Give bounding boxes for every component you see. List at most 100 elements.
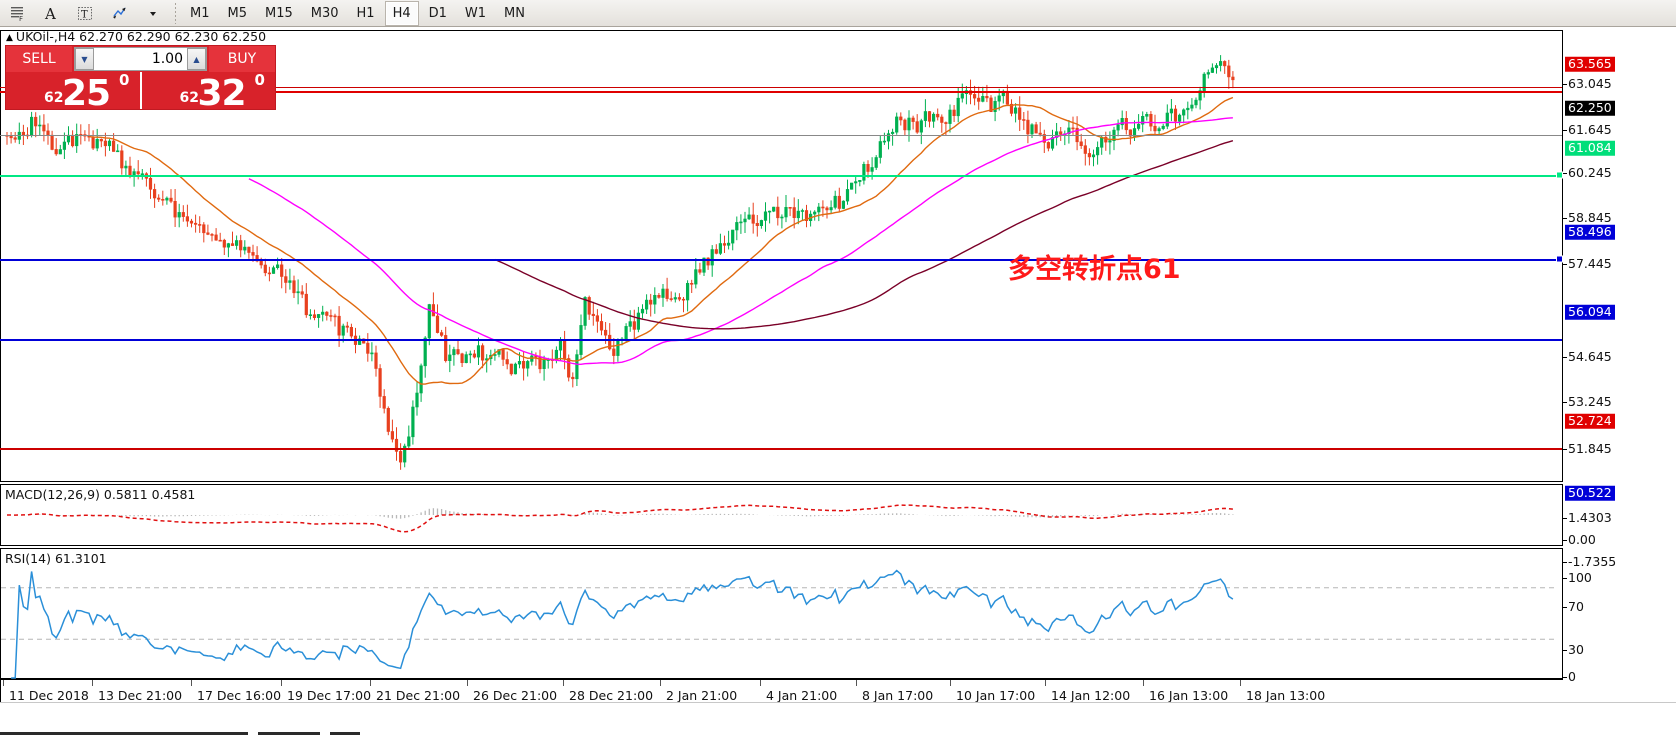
time-axis-label: 19 Dec 17:00 [287, 688, 372, 703]
sell-button[interactable]: SELL [6, 46, 72, 72]
time-axis-tick [660, 680, 661, 686]
price-level-line[interactable] [0, 448, 1562, 450]
axis-tick [1563, 357, 1567, 358]
text-label-icon[interactable]: A [34, 1, 68, 26]
sell-price-big-figure: 62 [44, 90, 64, 106]
price-axis-label[interactable]: 61.084 [1565, 140, 1615, 156]
timeframe-d1[interactable]: D1 [428, 5, 447, 21]
text-object-icon[interactable]: T [68, 1, 102, 26]
time-axis-tick [370, 680, 371, 686]
buy-price-pips: 32 [197, 73, 247, 109]
price-level-line[interactable] [0, 91, 1562, 93]
price-level-handle[interactable] [1556, 255, 1563, 263]
svg-text:T: T [81, 9, 88, 20]
timeframe-m15[interactable]: M15 [265, 5, 293, 21]
price-axis-label[interactable]: 56.094 [1565, 304, 1615, 320]
indicators-icon[interactable]: F [0, 1, 34, 26]
dropdown-arrow-icon[interactable] [136, 1, 170, 26]
price-level-handle[interactable] [1556, 171, 1563, 179]
price-pane[interactable] [0, 30, 1563, 482]
time-axis-tick [1045, 680, 1046, 686]
macd-pane[interactable] [0, 484, 1563, 546]
price-axis-label[interactable]: 57.445 [1568, 255, 1612, 271]
price-axis-label[interactable]: 62.250 [1565, 100, 1615, 116]
timeframe-mn[interactable]: MN [504, 5, 525, 21]
statusbar-segment-3 [330, 732, 360, 735]
time-axis-label: 28 Dec 21:00 [569, 688, 654, 703]
symbol-header: ▲ UKOil-,H4 62.270 62.290 62.230 62.250 [6, 29, 266, 44]
price-level-line[interactable] [0, 259, 1562, 261]
buy-price-cell[interactable]: 62 32 0 [139, 72, 276, 109]
axis-tick [1563, 264, 1567, 265]
price-level-line[interactable] [0, 175, 1562, 177]
rsi-axis-label: 100 [1568, 569, 1592, 585]
statusbar-segment-2 [258, 732, 320, 735]
rsi-pane[interactable] [0, 548, 1563, 679]
one-click-trading-panel[interactable]: SELL ▼ 1.00 ▲ BUY 62 25 0 62 32 0 [5, 45, 276, 110]
buy-price-big-figure: 62 [179, 90, 199, 106]
time-axis-label: 2 Jan 21:00 [666, 688, 738, 703]
axis-tick [1563, 578, 1567, 579]
axis-tick [1563, 173, 1567, 174]
time-axis-tick [281, 680, 282, 686]
time-axis-tick [92, 680, 93, 686]
price-axis-label[interactable]: 52.724 [1565, 413, 1615, 429]
volume-input[interactable]: 1.00 [151, 51, 183, 67]
price-axis-label[interactable]: 50.522 [1565, 485, 1615, 501]
time-axis-tick [856, 680, 857, 686]
price-axis-label[interactable]: 60.245 [1568, 164, 1612, 180]
deal-panel-top-row: SELL ▼ 1.00 ▲ BUY [6, 46, 275, 72]
axis-tick [1563, 607, 1567, 608]
time-axis-tick [1143, 680, 1144, 686]
collapse-arrow-icon[interactable]: ▲ [6, 33, 13, 43]
rsi-header: RSI(14) 61.3101 [5, 551, 107, 566]
timeframe-h4[interactable]: H4 [384, 0, 419, 26]
time-axis-label: 16 Jan 13:00 [1149, 688, 1229, 703]
timeframe-m1[interactable]: M1 [190, 5, 210, 21]
price-axis-label[interactable]: 61.645 [1568, 121, 1612, 137]
price-level-line[interactable] [0, 339, 1562, 341]
time-axis-label: 10 Jan 17:00 [956, 688, 1036, 703]
volume-stepper[interactable]: ▼ 1.00 ▲ [74, 47, 207, 71]
objects-icon[interactable] [102, 1, 136, 26]
main-toolbar: F A T M1 M5 M15 M30 H1 H4 D1 W1 MN [0, 0, 1676, 27]
time-axis[interactable]: 11 Dec 2018 13 Dec 21:00 17 Dec 16:00 19 De… [0, 679, 1563, 709]
axis-tick [1563, 677, 1567, 678]
buy-price-fraction: 0 [254, 72, 265, 89]
price-axis-label[interactable]: 54.645 [1568, 348, 1612, 364]
price-axis-label[interactable]: 63.565 [1565, 56, 1615, 72]
rsi-axis-label: 0 [1568, 668, 1576, 684]
timeframe-m5[interactable]: M5 [227, 5, 248, 21]
time-axis-label: 14 Jan 12:00 [1051, 688, 1131, 703]
volume-increase-icon[interactable]: ▲ [187, 48, 206, 70]
time-axis-tick [467, 680, 468, 686]
macd-axis-label: -1.7355 [1568, 553, 1617, 569]
volume-decrease-icon[interactable]: ▼ [75, 48, 94, 70]
price-axis[interactable]: 63.565 63.045 62.250 61.645 61.084 60.245 58.8… [1563, 27, 1676, 682]
timeframe-w1[interactable]: W1 [464, 5, 487, 21]
sell-price-cell[interactable]: 62 25 0 [6, 72, 140, 109]
axis-tick [1563, 650, 1567, 651]
timeframe-h1[interactable]: H1 [356, 5, 375, 21]
price-level-line[interactable] [0, 135, 1562, 136]
price-axis-label[interactable]: 58.496 [1565, 224, 1615, 240]
time-axis-label: 18 Jan 13:00 [1246, 688, 1326, 703]
time-axis-tick [950, 680, 951, 686]
svg-text:A: A [44, 5, 56, 23]
price-level-line[interactable] [0, 87, 1562, 88]
axis-tick [1563, 402, 1567, 403]
chart-area[interactable]: ▲ UKOil-,H4 62.270 62.290 62.230 62.250 多… [0, 27, 1676, 735]
axis-tick [1563, 218, 1567, 219]
chart-annotation: 多空转折点61 [1008, 254, 1181, 285]
price-axis-label[interactable]: 51.845 [1568, 440, 1612, 456]
time-axis-tick [1240, 680, 1241, 686]
timeframe-m30[interactable]: M30 [310, 5, 339, 21]
price-axis-label[interactable]: 53.245 [1568, 393, 1612, 409]
price-axis-label[interactable]: 63.045 [1568, 75, 1612, 91]
axis-tick [1563, 518, 1567, 519]
time-axis-label: 11 Dec 2018 [9, 688, 89, 703]
svg-text:F: F [19, 15, 23, 23]
price-axis-label[interactable]: 58.845 [1568, 209, 1612, 225]
sell-price-fraction: 0 [119, 72, 130, 89]
buy-button[interactable]: BUY [209, 46, 275, 72]
